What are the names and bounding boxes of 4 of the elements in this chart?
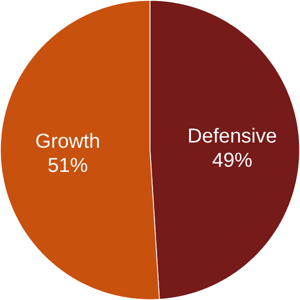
data-label: 51%: [48, 158, 88, 172]
data-label: 49%: [212, 152, 252, 167]
slice-label: Defensive: [189, 128, 276, 143]
slice-label: Growth: [36, 133, 99, 148]
